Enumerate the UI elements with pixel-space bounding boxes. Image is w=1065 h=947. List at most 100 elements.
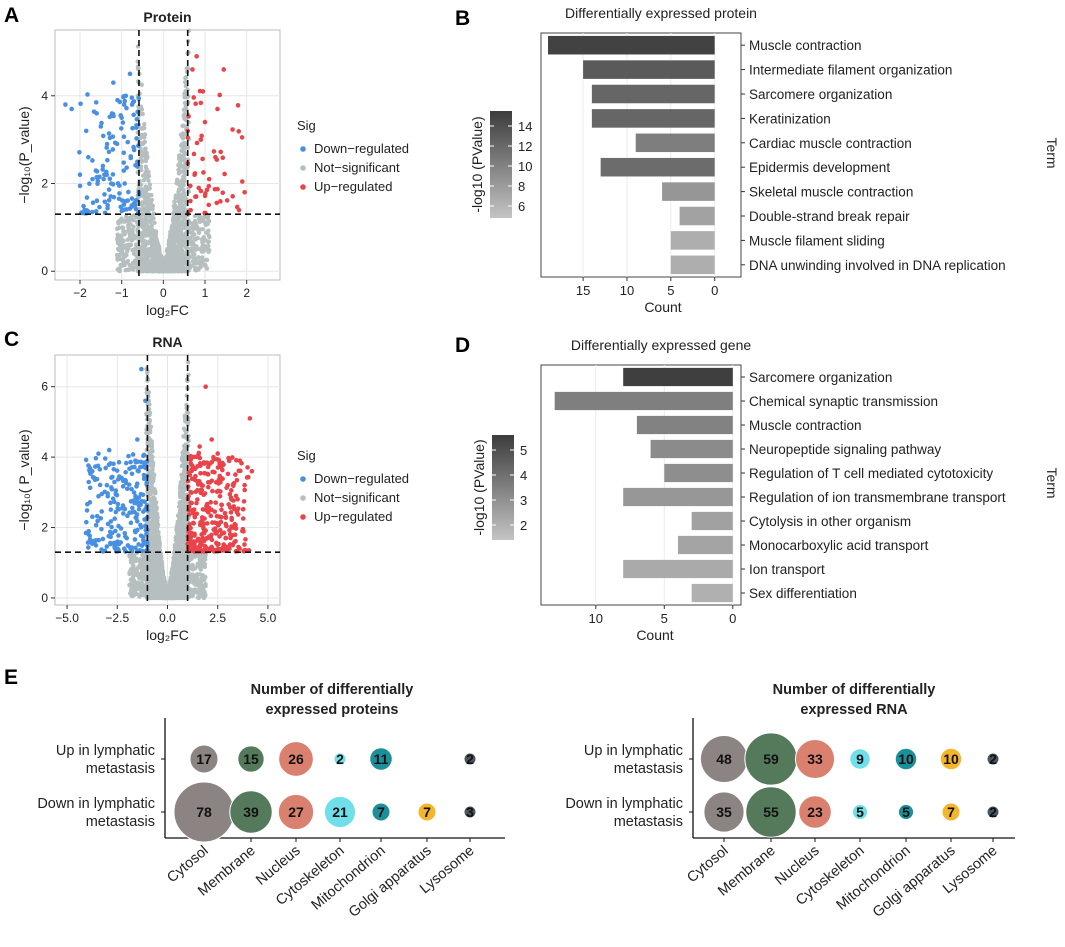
term-label: Cardiac muscle contraction bbox=[749, 136, 912, 151]
ns-point bbox=[167, 595, 172, 601]
down-regulated-point bbox=[129, 196, 135, 201]
ns-point bbox=[136, 580, 141, 585]
down-regulated-point bbox=[129, 486, 134, 492]
down-regulated-point bbox=[102, 192, 107, 197]
up-regulated-point bbox=[211, 149, 217, 154]
ns-point bbox=[192, 554, 198, 559]
up-regulated-point bbox=[193, 489, 199, 495]
ns-point bbox=[149, 206, 154, 211]
down-regulated-point bbox=[136, 506, 142, 512]
colorbar-tick-label: 8 bbox=[518, 179, 525, 194]
ns-point bbox=[199, 245, 205, 250]
ns-point bbox=[141, 247, 146, 252]
up-regulated-point bbox=[238, 468, 243, 474]
ns-point bbox=[115, 267, 120, 272]
ns-point bbox=[171, 565, 176, 570]
ns-point bbox=[176, 580, 182, 585]
ns-point bbox=[149, 192, 154, 198]
up-regulated-point bbox=[230, 194, 236, 199]
up-regulated-point bbox=[230, 127, 235, 132]
ns-point bbox=[150, 479, 155, 485]
ns-point bbox=[156, 536, 161, 542]
ns-point bbox=[182, 95, 187, 100]
down-regulated-point bbox=[87, 500, 93, 505]
up-regulated-point bbox=[220, 155, 226, 161]
down-regulated-point bbox=[113, 491, 118, 497]
y-axis-label: −log₁₀(P_value) bbox=[16, 106, 32, 203]
ns-point bbox=[157, 590, 162, 595]
ns-point bbox=[173, 535, 179, 541]
down-regulated-point bbox=[133, 458, 138, 463]
down-regulated-point bbox=[119, 126, 124, 131]
ns-point bbox=[197, 565, 202, 570]
down-regulated-point bbox=[131, 144, 136, 150]
ns-point bbox=[169, 248, 174, 253]
down-regulated-point bbox=[131, 112, 136, 118]
down-regulated-point bbox=[84, 519, 89, 525]
down-regulated-point bbox=[114, 141, 120, 147]
down-regulated-point bbox=[126, 189, 131, 195]
ns-point bbox=[133, 570, 138, 576]
ns-point bbox=[147, 182, 153, 187]
down-regulated-point bbox=[84, 508, 90, 513]
down-regulated-point bbox=[106, 462, 112, 468]
down-regulated-point bbox=[106, 131, 112, 136]
bar bbox=[635, 133, 715, 153]
ns-point bbox=[122, 262, 127, 268]
down-regulated-point bbox=[117, 474, 122, 479]
ns-point bbox=[150, 266, 155, 271]
ns-point bbox=[153, 533, 158, 538]
ns-point bbox=[171, 221, 176, 226]
ns-point bbox=[204, 257, 210, 263]
ns-point bbox=[144, 187, 150, 192]
down-regulated-point bbox=[108, 485, 114, 490]
ns-point bbox=[145, 254, 150, 260]
down-regulated-point bbox=[138, 502, 143, 508]
bar bbox=[583, 60, 715, 79]
ns-point bbox=[144, 166, 149, 172]
ns-point bbox=[131, 224, 136, 229]
x-tick-label: 15 bbox=[576, 283, 590, 298]
legend-entry: Not−significant bbox=[314, 160, 400, 175]
up-regulated-point bbox=[194, 54, 199, 59]
ns-point bbox=[133, 558, 138, 564]
up-regulated-point bbox=[220, 190, 226, 196]
ns-point bbox=[149, 593, 154, 599]
up-regulated-point bbox=[201, 170, 206, 175]
down-regulated-point bbox=[130, 125, 135, 131]
ns-point bbox=[147, 418, 153, 423]
down-regulated-point bbox=[116, 533, 121, 538]
down-regulated-point bbox=[107, 176, 113, 182]
down-regulated-point bbox=[103, 465, 108, 471]
down-regulated-point bbox=[120, 120, 126, 125]
down-regulated-point bbox=[96, 451, 101, 456]
up-regulated-point bbox=[206, 202, 212, 208]
ns-point bbox=[168, 231, 173, 237]
x-tick-label: −2 bbox=[73, 286, 87, 300]
ns-point bbox=[182, 111, 187, 117]
down-regulated-point bbox=[69, 106, 74, 112]
down-regulated-point bbox=[115, 97, 120, 103]
down-regulated-point bbox=[106, 533, 111, 539]
ns-point bbox=[203, 222, 209, 228]
down-regulated-point bbox=[128, 459, 133, 465]
down-regulated-point bbox=[93, 543, 99, 548]
down-regulated-point bbox=[141, 476, 147, 482]
term-label: Keratinization bbox=[749, 111, 831, 126]
ns-point bbox=[120, 249, 125, 254]
colorbar-tick-label: 6 bbox=[518, 199, 525, 214]
ns-point bbox=[147, 439, 153, 444]
down-regulated-point bbox=[121, 134, 127, 140]
down-regulated-point bbox=[121, 168, 127, 173]
ns-point bbox=[141, 140, 147, 145]
plot-title: Protein bbox=[143, 9, 191, 25]
term-label: Epidermis development bbox=[749, 160, 890, 175]
down-regulated-point bbox=[102, 489, 108, 495]
ns-point bbox=[151, 504, 156, 510]
ns-point bbox=[177, 157, 183, 162]
up-regulated-point bbox=[196, 185, 202, 191]
up-regulated-point bbox=[228, 510, 234, 515]
ns-point bbox=[189, 225, 194, 230]
colorbar-tick-label: 14 bbox=[518, 119, 532, 134]
